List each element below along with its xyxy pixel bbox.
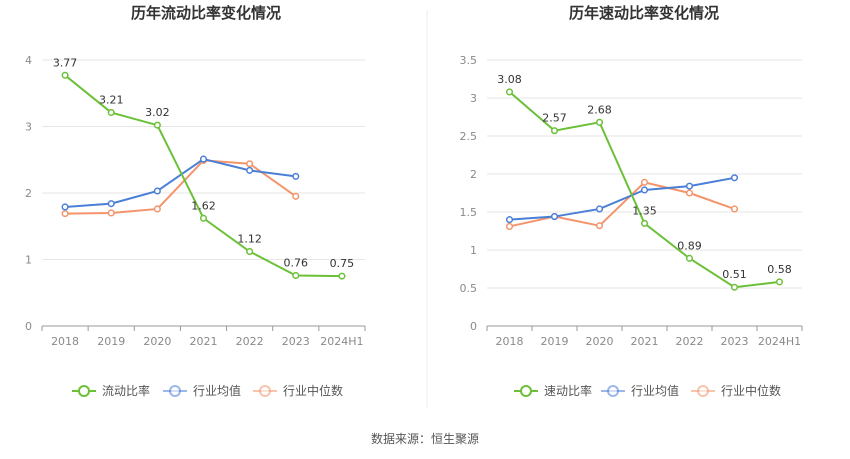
- series-line-median: [509, 181, 735, 228]
- y-tick-label: 2.5: [460, 130, 478, 143]
- series-line-median: [65, 159, 297, 215]
- x-tick-label: 2018: [51, 335, 79, 348]
- data-point-primary: [107, 108, 115, 117]
- data-point-avg: [730, 174, 739, 182]
- data-point-primary: [292, 271, 300, 280]
- series-line-avg: [64, 158, 296, 208]
- data-point-avg: [246, 166, 254, 174]
- y-tick-label: 3.5: [460, 54, 478, 67]
- x-tick-label: 2024H1: [320, 335, 363, 348]
- data-point-median: [292, 192, 300, 200]
- data-point-primary: [338, 272, 346, 280]
- y-tick-label: 3: [25, 121, 32, 134]
- x-tick-label: 2024H1: [758, 335, 801, 348]
- x-tick-label: 2019: [541, 335, 569, 348]
- data-point-primary: [730, 283, 739, 291]
- x-tick-label: 2021: [631, 335, 659, 348]
- data-point-avg: [153, 187, 161, 195]
- legend-label: 速动比率: [544, 383, 592, 398]
- x-tick-label: 2022: [236, 335, 264, 348]
- data-label: 2.68: [587, 103, 612, 116]
- data-point-primary: [550, 127, 559, 135]
- legend-label: 行业中位数: [721, 383, 781, 398]
- data-point-median: [640, 178, 649, 186]
- x-tick-label: 2019: [97, 335, 125, 348]
- x-tick-label: 2020: [143, 335, 171, 348]
- data-label: 0.75: [330, 257, 355, 270]
- data-point-median: [153, 205, 161, 213]
- y-tick-label: 0.5: [460, 282, 478, 295]
- data-point-primary: [246, 247, 254, 256]
- data-point-primary: [595, 118, 604, 126]
- y-tick-label: 4: [25, 54, 32, 67]
- y-tick-label: 3: [470, 92, 477, 105]
- legend-label: 流动比率: [102, 383, 150, 398]
- x-tick-label: 2018: [496, 335, 524, 348]
- data-label: 3.21: [99, 94, 124, 107]
- legend-label: 行业中位数: [283, 383, 343, 398]
- data-label: 1.35: [632, 204, 657, 217]
- data-point-primary: [775, 278, 784, 286]
- data-point-primary: [199, 214, 208, 222]
- series-line-avg: [509, 176, 735, 221]
- legend-marker: [169, 385, 181, 397]
- data-point-avg: [595, 205, 604, 213]
- data-point-avg: [550, 213, 559, 221]
- data-point-median: [595, 222, 604, 230]
- current-ratio-chart: 历年流动比率变化情况 0 1 2 3 4 2018 2019 2020 2021 2022 2023 2…: [25, 4, 366, 398]
- data-point-primary: [505, 88, 514, 96]
- data-point-median: [246, 160, 254, 168]
- data-point-avg: [640, 186, 649, 194]
- data-label: 3.02: [145, 106, 170, 119]
- y-tick-label: 0: [470, 320, 477, 333]
- data-point-avg: [292, 172, 300, 180]
- legend-label: 行业均值: [631, 383, 679, 398]
- legend-marker: [78, 385, 90, 397]
- legend-marker: [520, 385, 532, 397]
- y-tick-label: 1: [470, 244, 477, 257]
- x-tick-label: 2022: [676, 335, 704, 348]
- legend-marker: [607, 385, 619, 397]
- x-tick-label: 2023: [282, 335, 310, 348]
- y-tick-label: 1: [25, 254, 32, 267]
- data-point-avg: [505, 216, 514, 224]
- legend-label: 行业均值: [193, 383, 241, 398]
- data-point-primary: [640, 219, 649, 227]
- legend-marker: [697, 385, 709, 397]
- data-point-median: [61, 210, 69, 218]
- data-point-median: [107, 209, 115, 217]
- y-tick-label: 0: [25, 320, 32, 333]
- data-label: 3.77: [53, 56, 78, 69]
- y-tick-label: 1.5: [460, 206, 478, 219]
- data-label: 0.76: [284, 256, 309, 269]
- y-tick-label: 2: [25, 187, 32, 200]
- legend-marker: [259, 385, 271, 397]
- data-label: 3.08: [497, 73, 522, 86]
- data-point-avg: [61, 203, 69, 211]
- data-label: 0.58: [767, 263, 792, 276]
- x-tick-label: 2023: [721, 335, 749, 348]
- y-tick-label: 2: [470, 168, 477, 181]
- data-point-primary: [685, 254, 694, 262]
- data-source: 数据来源：恒生聚源: [371, 431, 479, 446]
- x-tick-label: 2021: [190, 335, 218, 348]
- chart-title: 历年速动比率变化情况: [569, 4, 719, 22]
- data-point-primary: [61, 71, 69, 79]
- x-tick-label: 2020: [586, 335, 614, 348]
- data-label: 0.51: [722, 268, 747, 281]
- data-point-median: [685, 189, 694, 197]
- data-label: 1.12: [237, 233, 262, 246]
- data-point-avg: [107, 200, 115, 208]
- data-label: 0.89: [677, 239, 702, 252]
- data-point-avg: [199, 155, 208, 163]
- data-point-median: [505, 222, 514, 230]
- data-point-avg: [685, 182, 694, 190]
- chart-title: 历年流动比率变化情况: [131, 4, 281, 22]
- data-point-median: [730, 205, 739, 213]
- data-label: 1.62: [191, 199, 216, 212]
- data-label: 2.57: [542, 112, 567, 125]
- data-point-primary: [153, 121, 161, 129]
